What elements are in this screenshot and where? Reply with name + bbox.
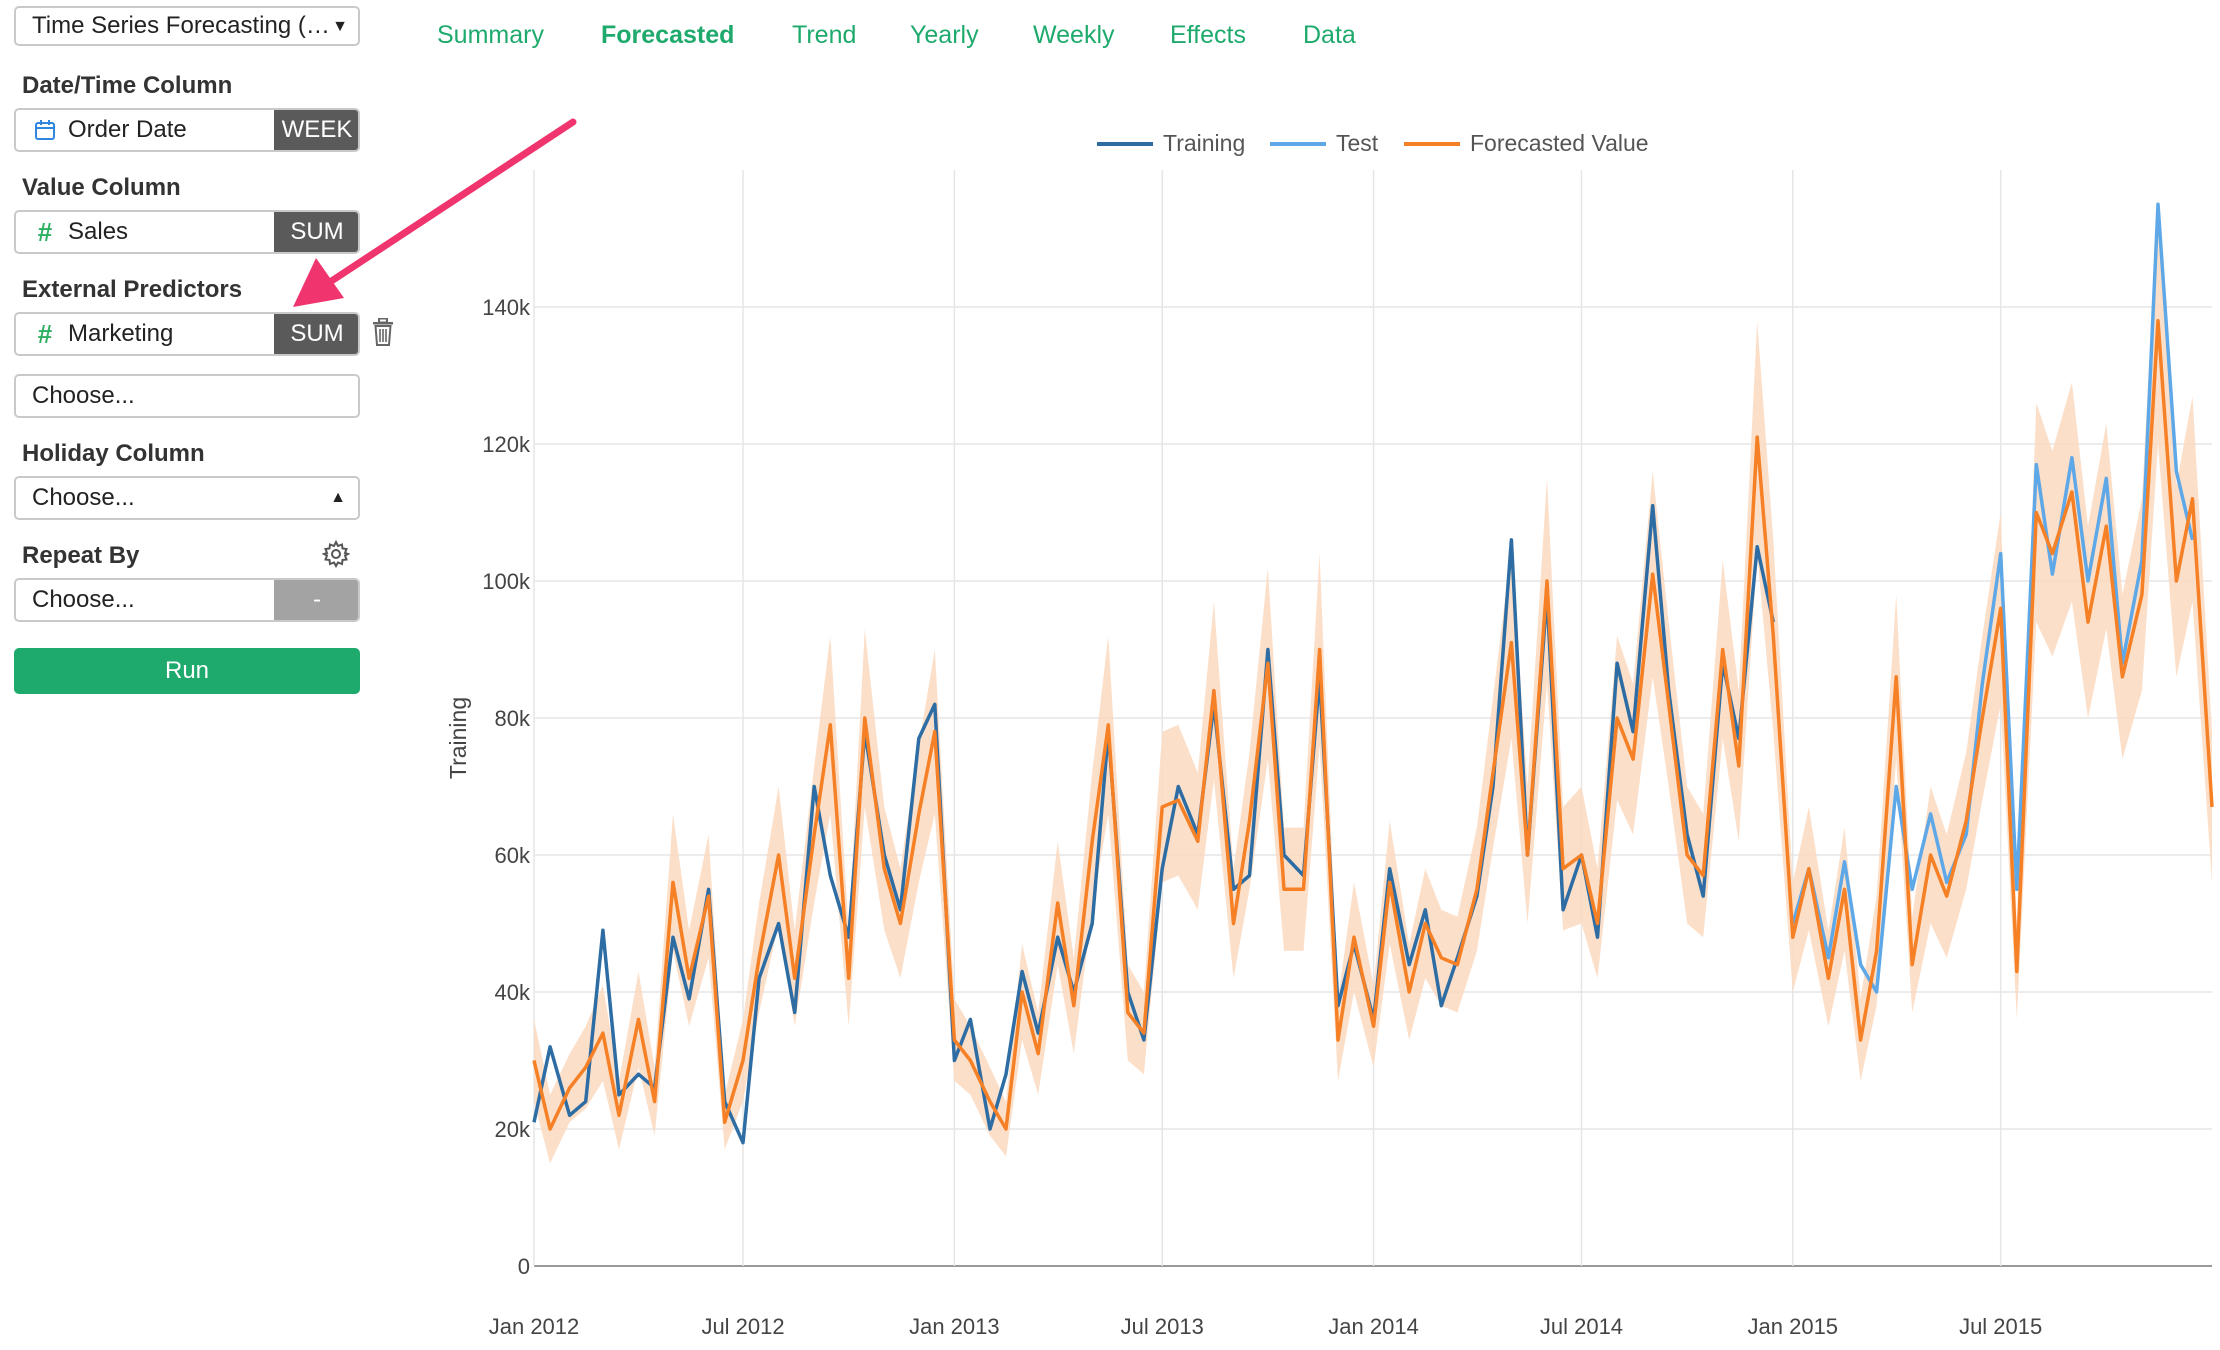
tab-trend[interactable]: Trend — [792, 21, 857, 49]
legend-item-forecast[interactable]: Forecasted Value — [1404, 130, 1649, 157]
x-tick-label: Jul 2015 — [1959, 1314, 2042, 1339]
forecast-confidence-band — [534, 197, 2212, 1164]
legend-swatch-forecast — [1404, 141, 1460, 146]
value-aggregation-button[interactable]: SUM — [274, 212, 358, 252]
external-predictors-label: External Predictors — [22, 276, 243, 303]
analysis-type-select[interactable]: Time Series Forecasting (P... ▼ — [14, 6, 360, 46]
analysis-type-value: Time Series Forecasting (P... — [32, 12, 332, 39]
tab-weekly[interactable]: Weekly — [1033, 21, 1115, 49]
holiday-column-select[interactable]: Choose... ▲ — [14, 476, 360, 520]
y-tick-label: 40k — [495, 980, 531, 1005]
test-line — [1791, 202, 2195, 994]
x-tick-label: Jul 2013 — [1121, 1314, 1204, 1339]
y-tick-label: 60k — [495, 843, 531, 868]
value-column-label: Value Column — [22, 174, 181, 201]
repeat-by-select[interactable]: Choose... - — [14, 578, 360, 622]
chart-grid — [533, 170, 2212, 1267]
x-tick-label: Jan 2014 — [1328, 1314, 1419, 1339]
calendar-icon — [34, 120, 56, 140]
x-tick-label: Jul 2014 — [1540, 1314, 1623, 1339]
legend-item-test[interactable]: Test — [1270, 130, 1378, 157]
add-external-predictor-select[interactable]: Choose... — [14, 374, 360, 418]
caret-up-icon: ▲ — [330, 489, 346, 506]
gear-icon[interactable] — [321, 539, 351, 573]
series-layer — [532, 202, 2214, 1145]
repeat-by-option-button[interactable]: - — [274, 580, 358, 620]
tab-summary[interactable]: Summary — [437, 21, 544, 49]
x-tick-label: Jul 2012 — [701, 1314, 784, 1339]
tab-forecasted[interactable]: Forecasted — [601, 21, 735, 49]
external-aggregation-button[interactable]: SUM — [274, 314, 358, 354]
repeat-by-label: Repeat By — [22, 542, 140, 569]
value-column-field[interactable]: # Sales SUM — [14, 210, 360, 254]
y-tick-label: 100k — [482, 569, 531, 594]
caret-down-icon: ▼ — [332, 18, 348, 35]
forecast-line — [532, 318, 2214, 1131]
training-line — [532, 503, 1776, 1145]
number-icon: # — [37, 216, 53, 247]
external-predictor-field[interactable]: # Marketing SUM — [14, 312, 360, 356]
holiday-column-label: Holiday Column — [22, 440, 205, 467]
repeat-by-placeholder: Choose... — [32, 586, 135, 613]
legend-label-test: Test — [1336, 130, 1379, 156]
x-tick-label: Jan 2015 — [1748, 1314, 1839, 1339]
y-tick-label: 120k — [482, 432, 531, 457]
settings-panel: Time Series Forecasting (P... ▼ Date/Tim… — [0, 0, 393, 1350]
add-external-predictor-placeholder: Choose... — [32, 382, 135, 409]
tab-data[interactable]: Data — [1303, 21, 1356, 49]
x-tick-label: Jan 2013 — [909, 1314, 1000, 1339]
value-column-value: Sales — [68, 218, 129, 245]
legend-label-forecast: Forecasted Value — [1470, 130, 1649, 156]
legend-label-training: Training — [1163, 130, 1246, 156]
run-button[interactable]: Run — [14, 648, 360, 694]
external-predictor-value: Marketing — [68, 320, 174, 347]
x-tick-label: Jan 2012 — [489, 1314, 580, 1339]
tab-yearly[interactable]: Yearly — [910, 21, 979, 49]
holiday-column-placeholder: Choose... — [32, 484, 135, 511]
legend-swatch-training — [1097, 141, 1153, 146]
trash-icon[interactable] — [372, 317, 394, 351]
number-icon: # — [37, 318, 53, 349]
y-tick-label: 140k — [482, 295, 531, 320]
y-tick-label: 80k — [495, 706, 531, 731]
axis-ticks: 0 20k 40k 60k 80k 100k 120k 140k Jan 2012 Jul 201… — [482, 295, 2042, 1339]
date-unit-button[interactable]: WEEK — [274, 110, 358, 150]
y-axis-label: Training — [445, 697, 471, 779]
legend-swatch-test — [1270, 141, 1326, 146]
legend-item-training[interactable]: Training — [1097, 130, 1245, 157]
tab-effects[interactable]: Effects — [1170, 21, 1246, 49]
confidence-band-layer — [534, 197, 2212, 1164]
date-column-field[interactable]: Order Date WEEK — [14, 108, 360, 152]
date-column-value: Order Date — [68, 116, 187, 143]
y-tick-label: 20k — [495, 1117, 531, 1142]
y-tick-label: 0 — [518, 1254, 530, 1279]
date-column-label: Date/Time Column — [22, 72, 233, 99]
